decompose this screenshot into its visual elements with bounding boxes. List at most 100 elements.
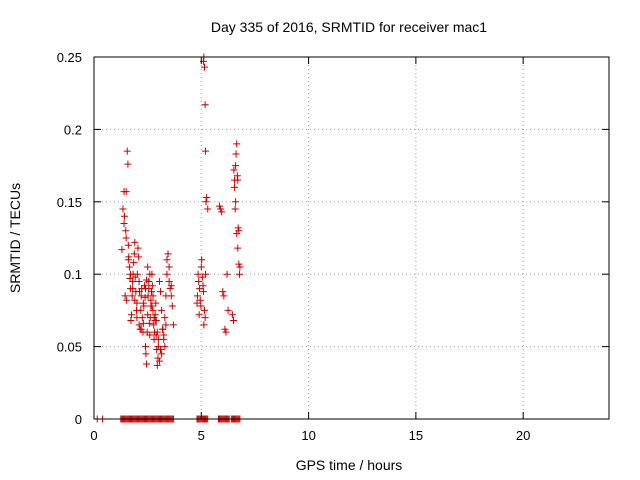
data-point <box>153 361 161 369</box>
data-point <box>133 314 141 322</box>
data-point <box>235 260 243 268</box>
data-point <box>144 263 152 271</box>
data-point <box>131 238 139 246</box>
data-point <box>148 302 156 310</box>
data-point <box>167 282 175 290</box>
data-point <box>232 198 240 206</box>
data-point <box>224 306 232 314</box>
data-point <box>204 205 212 213</box>
data-point <box>123 147 131 155</box>
data-point <box>163 256 171 264</box>
y-tick-label: 0.15 <box>57 195 82 210</box>
data-point <box>169 321 177 329</box>
data-point <box>135 253 143 261</box>
data-point <box>197 302 205 310</box>
data-point <box>202 198 210 206</box>
x-tick-label: 0 <box>90 428 97 443</box>
data-point <box>133 270 141 278</box>
y-tick-label: 0.1 <box>64 267 82 282</box>
data-point <box>123 296 131 304</box>
data-point <box>158 306 166 314</box>
data-point <box>219 288 227 296</box>
data-point <box>200 321 208 329</box>
y-tick-label: 0.2 <box>64 122 82 137</box>
data-point <box>162 321 170 329</box>
data-point <box>129 277 137 285</box>
data-point <box>130 250 138 258</box>
data-point <box>230 166 238 174</box>
data-point <box>146 270 154 278</box>
data-point <box>120 220 128 228</box>
data-point <box>125 263 133 271</box>
data-point <box>233 230 241 238</box>
data-point <box>193 292 201 300</box>
data-point <box>131 296 139 304</box>
data-point <box>139 299 147 307</box>
data-point <box>152 331 160 339</box>
data-point <box>118 246 126 254</box>
data-point <box>167 292 175 300</box>
data-point <box>231 205 239 213</box>
data-point <box>142 350 150 358</box>
data-point <box>158 350 166 358</box>
x-tick-label: 15 <box>409 428 423 443</box>
data-point <box>165 263 173 271</box>
data-point <box>195 311 203 319</box>
data-point <box>195 277 203 285</box>
data-point <box>234 244 242 252</box>
data-point <box>201 101 209 109</box>
data-point <box>234 224 242 232</box>
data-point <box>120 212 128 220</box>
data-point <box>202 147 210 155</box>
data-point <box>151 317 159 325</box>
data-point <box>143 276 151 284</box>
data-point <box>139 319 147 327</box>
y-tick-label: 0 <box>75 412 82 427</box>
data-point <box>222 328 230 336</box>
data-point <box>135 321 143 329</box>
data-point <box>236 263 244 271</box>
data-point <box>122 188 130 196</box>
data-point <box>154 354 162 362</box>
data-point <box>135 277 143 285</box>
data-point <box>137 325 145 333</box>
chart-title: Day 335 of 2016, SRMTID for receiver mac… <box>211 19 487 35</box>
data-point <box>122 227 130 235</box>
data-point <box>216 202 224 210</box>
data-point <box>203 193 211 201</box>
data-point <box>161 314 169 322</box>
data-point <box>140 282 148 290</box>
data-point <box>127 317 135 325</box>
data-point <box>201 306 209 314</box>
data-point <box>124 256 132 264</box>
tick-labels: 0 5 10 15 20 0 0.05 0.1 0.15 0.2 0.25 <box>57 50 531 443</box>
x-axis-label: GPS time / hours <box>296 457 403 473</box>
data-point <box>168 302 176 310</box>
data-point <box>124 241 132 249</box>
data-point <box>153 328 161 336</box>
data-point <box>166 285 174 293</box>
data-point <box>198 273 206 281</box>
data-point <box>128 311 136 319</box>
data-point <box>165 277 173 285</box>
data-point <box>134 244 142 252</box>
data-point <box>194 270 202 278</box>
data-point <box>124 160 132 168</box>
data-point <box>145 319 153 327</box>
data-point <box>141 293 149 301</box>
data-point <box>161 343 169 351</box>
data-point <box>157 288 165 296</box>
plot-frame <box>93 56 610 420</box>
data-point <box>193 299 201 307</box>
data-point <box>142 343 149 351</box>
data-point <box>119 205 127 213</box>
data-point <box>154 335 162 343</box>
data-point <box>228 311 236 319</box>
y-tick-label: 0.25 <box>57 50 82 65</box>
data-point <box>149 306 157 314</box>
data-point <box>122 234 130 242</box>
data-point <box>155 277 163 285</box>
data-point <box>196 296 204 304</box>
data-point <box>128 292 136 300</box>
